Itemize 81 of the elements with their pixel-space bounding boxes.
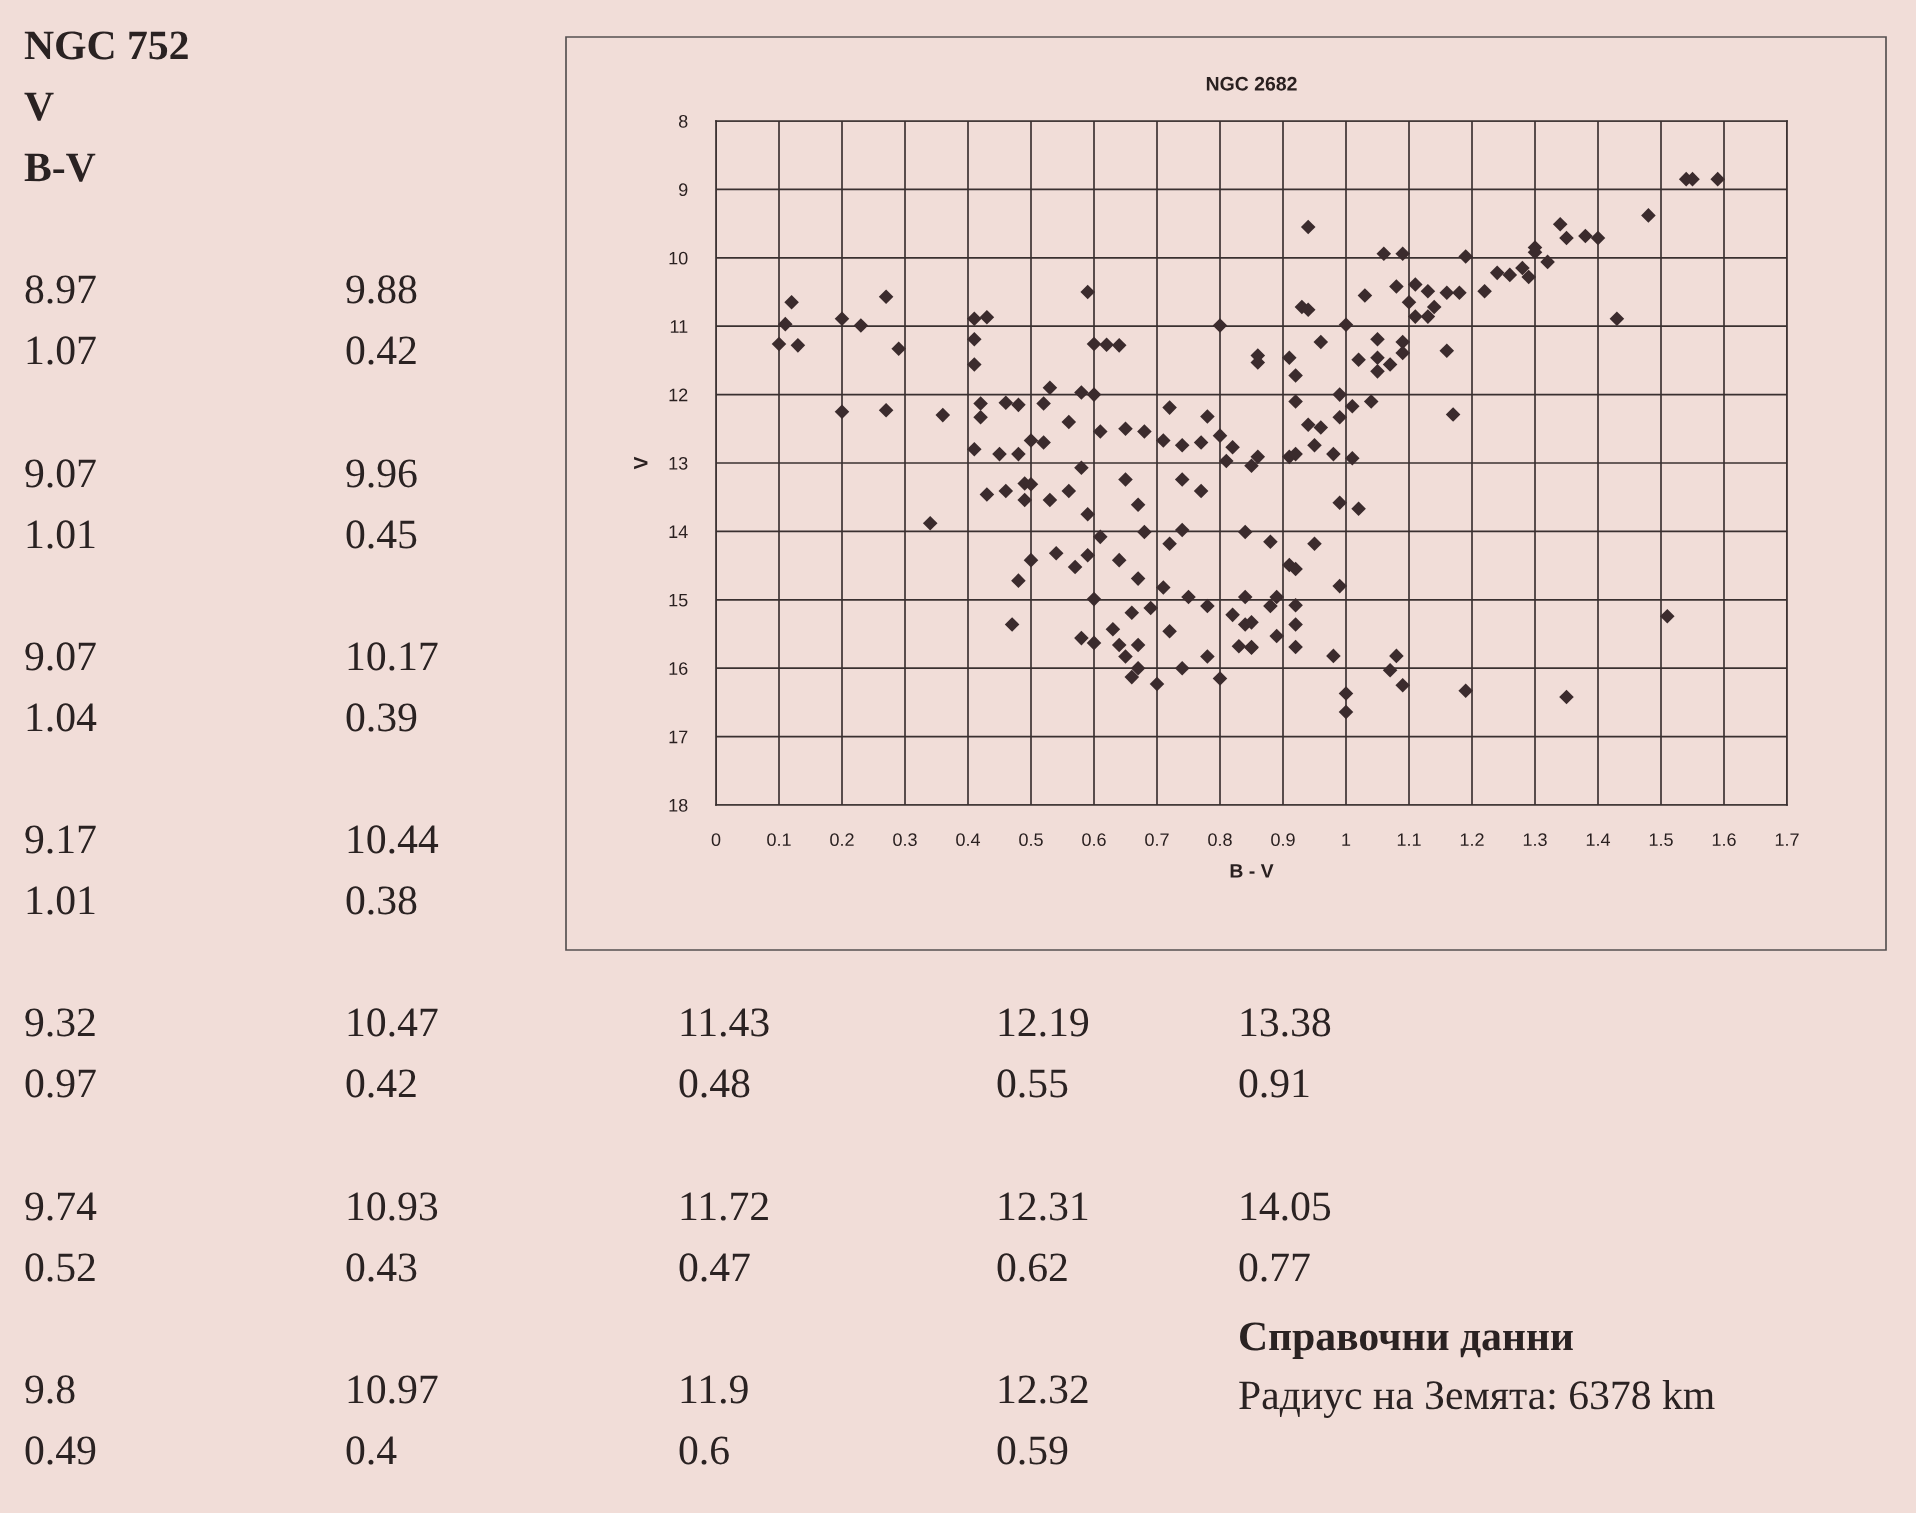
- text: Радиус на Земята: 6378 km: [1239, 1380, 1715, 1418]
- text: 10.97: [348, 1375, 438, 1404]
- y-tick-label: 9: [679, 183, 688, 197]
- text: 9.07: [25, 642, 96, 671]
- text: 0.45: [346, 520, 417, 549]
- text: 0.47: [679, 1253, 750, 1282]
- text: 9.8: [25, 1375, 75, 1404]
- x-tick-label: 0.1: [767, 833, 791, 847]
- text: 0.97: [25, 1069, 96, 1098]
- y-axis-title: V: [634, 456, 648, 470]
- y-tick-label: 10: [669, 251, 688, 265]
- text: 0.59: [997, 1436, 1068, 1465]
- text: 9.32: [25, 1008, 95, 1037]
- text: 11.9: [681, 1375, 748, 1404]
- text: 13.38: [1241, 1008, 1331, 1037]
- text: 10.93: [348, 1192, 438, 1221]
- text: 1.01: [27, 520, 95, 549]
- x-tick-label: 0.3: [893, 833, 917, 847]
- text: 10.17: [348, 642, 438, 671]
- text: 1.01: [27, 886, 95, 915]
- x-tick-label: 1.7: [1775, 833, 1799, 846]
- text: 12.32: [999, 1375, 1088, 1404]
- text: 0.6: [679, 1436, 729, 1465]
- text: 9.17: [25, 825, 96, 854]
- text: 0.42: [346, 1069, 416, 1098]
- text: 0.42: [346, 336, 416, 365]
- x-tick-label: 1.2: [1460, 833, 1484, 846]
- x-tick-label: 0: [711, 833, 721, 847]
- text: 8.97: [25, 275, 96, 304]
- y-tick-label: 16: [669, 662, 688, 675]
- x-tick-label: 1.4: [1586, 833, 1611, 846]
- x-tick-label: 1.1: [1397, 833, 1421, 846]
- text: 0.49: [25, 1436, 96, 1465]
- text: 9.96: [346, 459, 417, 488]
- y-tick-label: 18: [669, 798, 688, 812]
- text: 9.74: [25, 1192, 97, 1221]
- y-tick-label: 17: [669, 730, 688, 744]
- x-tick-label: 0.2: [830, 833, 854, 847]
- text: B-V: [24, 153, 96, 182]
- text: 0.91: [1239, 1069, 1309, 1098]
- text: 14.05: [1241, 1192, 1331, 1221]
- text: 1.04: [27, 703, 97, 732]
- text: 0.38: [346, 886, 417, 915]
- text: 9.88: [346, 275, 417, 304]
- text: 12.31: [999, 1192, 1088, 1221]
- x-tick-label: 0.4: [956, 833, 981, 847]
- text: Справочни данни: [1240, 1322, 1573, 1359]
- text: 0.43: [346, 1253, 417, 1282]
- x-tick-label: 1.5: [1649, 833, 1673, 847]
- text: 1.07: [27, 336, 96, 365]
- text: 0.48: [679, 1069, 750, 1098]
- y-tick-label: 12: [669, 388, 688, 402]
- text: 12.19: [999, 1008, 1089, 1037]
- chart-title: NGC 2682: [1206, 76, 1297, 91]
- x-tick-label: 1: [1342, 833, 1351, 846]
- text: 10.44: [348, 825, 439, 854]
- text: 10.47: [348, 1008, 438, 1037]
- x-tick-label: 1.6: [1712, 833, 1736, 847]
- text: NGC 752: [24, 31, 188, 60]
- text: 9.07: [25, 459, 96, 488]
- y-tick-label: 14: [669, 525, 688, 538]
- text: 11.43: [681, 1008, 769, 1037]
- y-tick-label: 13: [669, 456, 688, 470]
- text: 0.77: [1239, 1253, 1310, 1282]
- text: 0.39: [346, 703, 417, 732]
- text: 0.62: [997, 1253, 1067, 1282]
- x-tick-label: 0.8: [1208, 833, 1232, 847]
- x-tick-label: 0.5: [1019, 833, 1043, 847]
- y-tick-label: 15: [669, 593, 688, 607]
- text: 0.55: [997, 1069, 1068, 1098]
- y-tick-label: 11: [670, 320, 688, 333]
- y-tick-label: 8: [678, 114, 688, 128]
- x-axis-title: B - V: [1230, 864, 1274, 878]
- x-tick-label: 1.3: [1523, 833, 1547, 847]
- x-tick-label: 0.7: [1145, 833, 1169, 847]
- text: 0.4: [346, 1436, 397, 1465]
- text: 0.52: [25, 1253, 95, 1282]
- text: 11.72: [681, 1192, 768, 1221]
- text: V: [24, 92, 54, 121]
- x-tick-label: 0.9: [1271, 833, 1295, 847]
- x-tick-label: 0.6: [1082, 833, 1106, 847]
